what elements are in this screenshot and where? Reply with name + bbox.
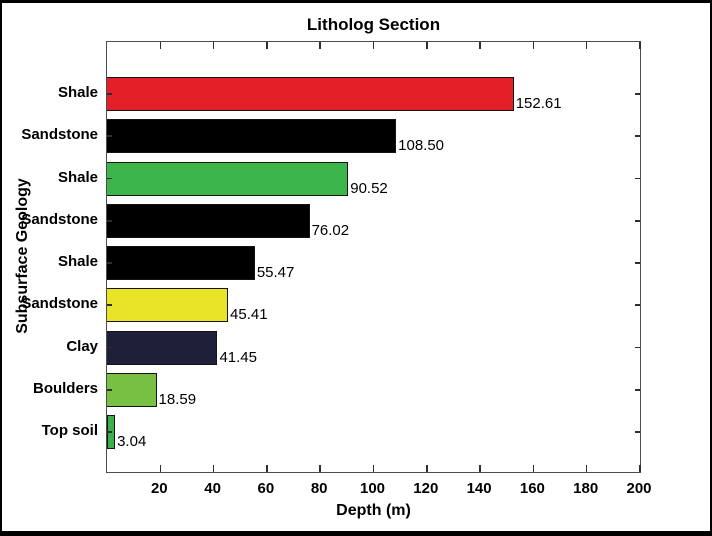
chart-title: Litholog Section — [306, 15, 441, 34]
y-tick-mark — [635, 304, 640, 307]
y-tick-mark — [107, 388, 112, 391]
y-tick-mark — [635, 135, 640, 138]
y-tick-mark — [635, 177, 640, 180]
y-tick-mark — [635, 388, 640, 391]
y-category-label: Sandstone — [21, 210, 98, 228]
bar — [107, 330, 218, 365]
x-tick-label: 80 — [310, 480, 328, 497]
x-tick-mark — [319, 465, 321, 472]
y-tick-mark — [635, 346, 640, 349]
y-tick-mark — [635, 219, 640, 222]
y-category-label: Sandstone — [21, 295, 98, 313]
x-tick-mark — [585, 42, 588, 49]
y-category-label: Shale — [57, 168, 98, 186]
x-tick-label: 160 — [519, 480, 545, 497]
y-tick-mark — [107, 177, 112, 180]
y-category-label: Shale — [57, 253, 98, 270]
bar-value-label: 18.59 — [158, 390, 197, 408]
bar-value-label: 41.45 — [219, 348, 257, 366]
x-tick-mark — [585, 465, 588, 472]
x-tick-label: 140 — [466, 480, 492, 497]
bar — [107, 77, 514, 111]
x-tick-mark — [639, 465, 641, 472]
x-tick-label: 200 — [626, 480, 652, 497]
bar-value-label: 3.04 — [117, 433, 147, 450]
y-category-label: Top soil — [41, 422, 98, 439]
y-tick-mark — [107, 346, 112, 349]
x-tick-label: 40 — [204, 480, 221, 497]
y-category-label: Sandstone — [21, 126, 98, 144]
y-tick-mark — [107, 219, 112, 222]
x-tick-mark — [319, 42, 321, 49]
y-tick-mark — [107, 262, 112, 264]
bar-value-label: 55.47 — [256, 264, 295, 281]
x-tick-mark — [212, 42, 215, 49]
x-tick-mark — [426, 42, 428, 49]
y-tick-mark — [107, 93, 112, 95]
x-tick-mark — [159, 465, 162, 472]
y-category-label: Boulders — [32, 379, 98, 397]
x-tick-mark — [266, 465, 268, 472]
bar-value-label: 76.02 — [311, 221, 350, 239]
x-tick-mark — [479, 465, 481, 472]
x-axis-label: Depth (m) — [336, 502, 411, 519]
y-category-label: Shale — [57, 84, 98, 101]
plot-area: 152.61 108.50 90.52 76.02 55.47 45.41 41.45 18.… — [106, 41, 641, 473]
bar — [107, 161, 349, 196]
x-tick-mark — [532, 42, 535, 49]
bar — [107, 203, 310, 238]
x-tick-mark — [639, 42, 641, 49]
x-tick-label: 100 — [359, 480, 386, 497]
x-tick-label: 180 — [573, 480, 599, 497]
x-tick-mark — [372, 465, 375, 472]
x-tick-label: 120 — [413, 480, 439, 497]
bar — [107, 288, 229, 323]
bar — [107, 372, 157, 407]
x-tick-mark — [479, 42, 481, 49]
x-tick-mark — [532, 465, 535, 472]
x-tick-mark — [426, 465, 428, 472]
bar — [107, 119, 397, 154]
bar-value-label: 45.41 — [230, 306, 268, 324]
x-tick-mark — [266, 42, 268, 49]
bar-value-label: 90.52 — [350, 179, 388, 197]
x-tick-label: 60 — [257, 480, 275, 497]
y-tick-mark — [107, 304, 112, 307]
x-tick-mark — [372, 42, 375, 49]
y-tick-mark — [635, 262, 640, 264]
y-tick-mark — [635, 431, 640, 433]
bar-value-label: 108.50 — [398, 137, 445, 155]
bar-value-label: 152.61 — [515, 95, 562, 112]
y-tick-mark — [107, 431, 112, 433]
x-tick-mark — [159, 42, 162, 49]
y-category-label: Clay — [66, 337, 98, 355]
y-tick-mark — [107, 135, 112, 138]
x-tick-mark — [212, 465, 215, 472]
x-tick-label: 20 — [150, 480, 168, 497]
bar — [107, 246, 255, 280]
y-tick-mark — [635, 93, 640, 95]
